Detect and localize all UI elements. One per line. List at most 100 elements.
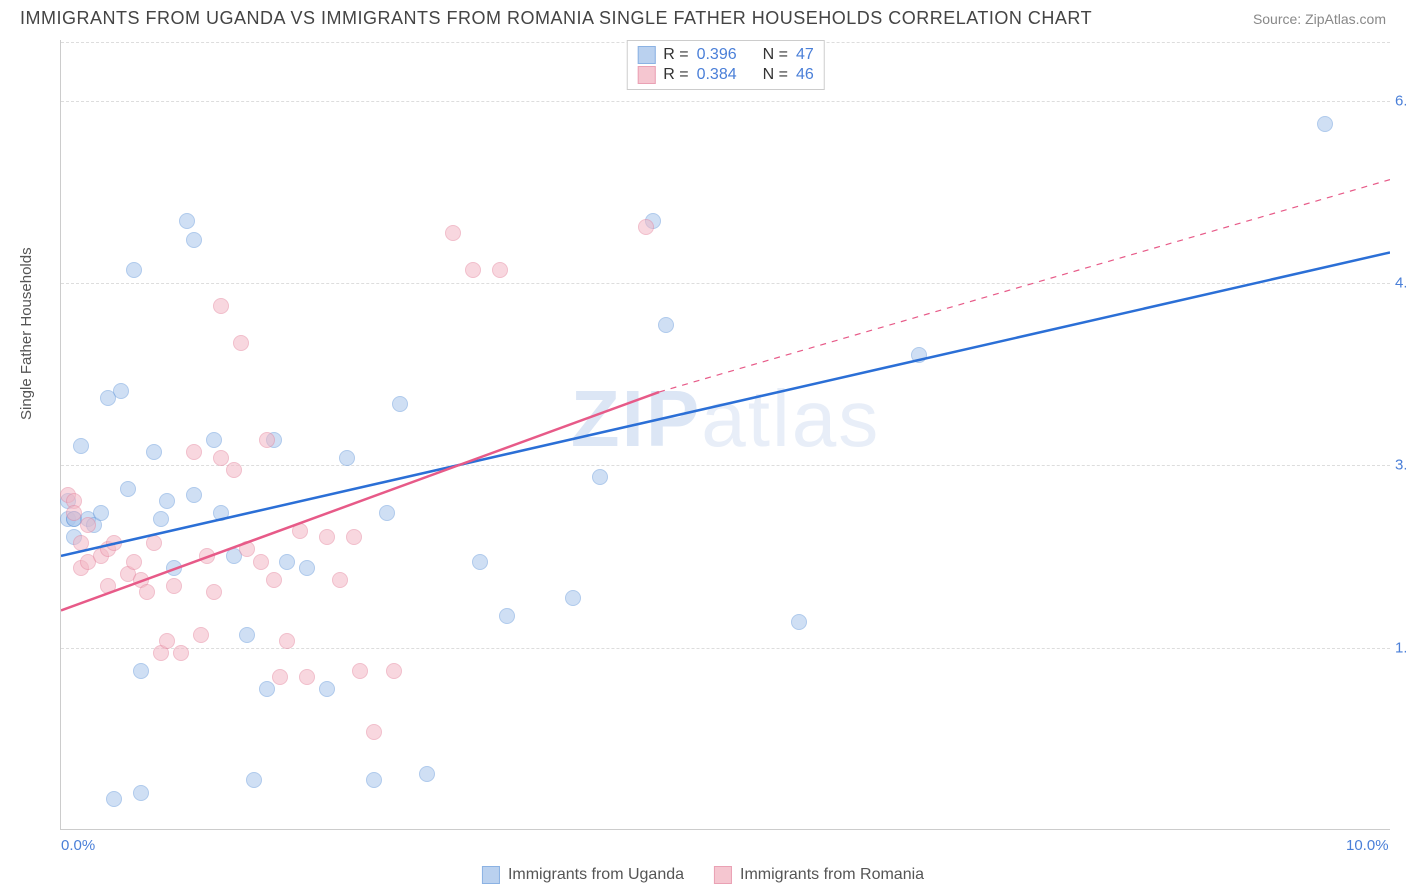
scatter-point <box>146 444 162 460</box>
r-label: R = <box>663 46 688 64</box>
stats-legend-row-uganda: R = 0.396 N = 47 <box>637 45 814 65</box>
scatter-point <box>179 213 195 229</box>
scatter-point <box>186 487 202 503</box>
scatter-point <box>279 554 295 570</box>
scatter-point <box>492 262 508 278</box>
legend-item-uganda: Immigrants from Uganda <box>482 866 684 884</box>
scatter-point <box>299 560 315 576</box>
legend-swatch-icon <box>714 866 732 884</box>
scatter-point <box>73 438 89 454</box>
scatter-point <box>126 262 142 278</box>
n-value-romania: 46 <box>796 66 814 84</box>
scatter-point <box>173 645 189 661</box>
scatter-point <box>239 541 255 557</box>
scatter-point <box>911 347 927 363</box>
scatter-point <box>499 608 515 624</box>
scatter-point <box>239 627 255 643</box>
scatter-point <box>120 481 136 497</box>
legend-swatch-romania <box>637 66 655 84</box>
scatter-point <box>465 262 481 278</box>
stats-legend-row-romania: R = 0.384 N = 46 <box>637 65 814 85</box>
y-tick-label: 1.5% <box>1395 639 1406 656</box>
scatter-point <box>126 554 142 570</box>
y-tick-label: 3.0% <box>1395 457 1406 474</box>
scatter-point <box>319 529 335 545</box>
source-label: Source: ZipAtlas.com <box>1253 11 1386 27</box>
scatter-point <box>73 535 89 551</box>
y-tick-label: 6.0% <box>1395 92 1406 109</box>
scatter-point <box>193 627 209 643</box>
scatter-point <box>213 298 229 314</box>
scatter-point <box>658 317 674 333</box>
scatter-point <box>253 554 269 570</box>
scatter-point <box>379 505 395 521</box>
scatter-point <box>206 432 222 448</box>
y-axis-label: Single Father Households <box>18 247 35 420</box>
legend-label-romania: Immigrants from Romania <box>740 866 924 884</box>
scatter-point <box>213 505 229 521</box>
scatter-point <box>392 396 408 412</box>
scatter-point <box>100 578 116 594</box>
r-value-uganda: 0.396 <box>697 46 737 64</box>
scatter-point <box>206 584 222 600</box>
scatter-point <box>153 511 169 527</box>
scatter-point <box>299 669 315 685</box>
legend-swatch-icon <box>482 866 500 884</box>
scatter-point <box>319 681 335 697</box>
legend-label-uganda: Immigrants from Uganda <box>508 866 684 884</box>
r-label: R = <box>663 66 688 84</box>
scatter-point <box>419 766 435 782</box>
scatter-point <box>139 584 155 600</box>
scatter-point <box>166 578 182 594</box>
scatter-point <box>246 772 262 788</box>
scatter-point <box>445 225 461 241</box>
scatter-point <box>472 554 488 570</box>
scatter-point <box>266 572 282 588</box>
scatter-point <box>259 681 275 697</box>
x-tick-label: 0.0% <box>61 837 95 854</box>
legend-swatch-uganda <box>637 46 655 64</box>
chart-plot-area: ZIPatlas 1.5%3.0%4.5%6.0% 0.0%10.0% R = … <box>60 40 1390 830</box>
scatter-point <box>592 469 608 485</box>
scatter-point <box>791 614 807 630</box>
scatter-point <box>386 663 402 679</box>
series-legend: Immigrants from Uganda Immigrants from R… <box>482 866 924 884</box>
scatter-point <box>213 450 229 466</box>
scatter-point <box>233 335 249 351</box>
n-value-uganda: 47 <box>796 46 814 64</box>
x-tick-label: 10.0% <box>1346 837 1389 854</box>
n-label: N = <box>763 66 788 84</box>
scatter-point <box>80 517 96 533</box>
scatter-point <box>332 572 348 588</box>
chart-title: IMMIGRANTS FROM UGANDA VS IMMIGRANTS FRO… <box>20 8 1092 29</box>
scatter-point <box>133 785 149 801</box>
scatter-point <box>1317 116 1333 132</box>
scatter-point <box>93 505 109 521</box>
scatter-point <box>638 219 654 235</box>
scatter-point <box>159 633 175 649</box>
scatter-point <box>133 663 149 679</box>
scatter-point <box>106 791 122 807</box>
scatter-point <box>292 523 308 539</box>
scatter-point <box>272 669 288 685</box>
scatter-point <box>366 724 382 740</box>
scatter-point <box>106 535 122 551</box>
scatter-point <box>352 663 368 679</box>
scatter-point <box>279 633 295 649</box>
legend-item-romania: Immigrants from Romania <box>714 866 924 884</box>
scatter-point <box>66 505 82 521</box>
scatter-point <box>565 590 581 606</box>
y-tick-label: 4.5% <box>1395 275 1406 292</box>
scatter-point <box>146 535 162 551</box>
scatter-point <box>259 432 275 448</box>
n-label: N = <box>763 46 788 64</box>
stats-legend: R = 0.396 N = 47 R = 0.384 N = 46 <box>626 40 825 90</box>
scatter-point <box>199 548 215 564</box>
scatter-point <box>366 772 382 788</box>
scatter-point <box>186 232 202 248</box>
r-value-romania: 0.384 <box>697 66 737 84</box>
scatter-point <box>186 444 202 460</box>
scatter-point <box>166 560 182 576</box>
scatter-point <box>159 493 175 509</box>
scatter-point <box>113 383 129 399</box>
